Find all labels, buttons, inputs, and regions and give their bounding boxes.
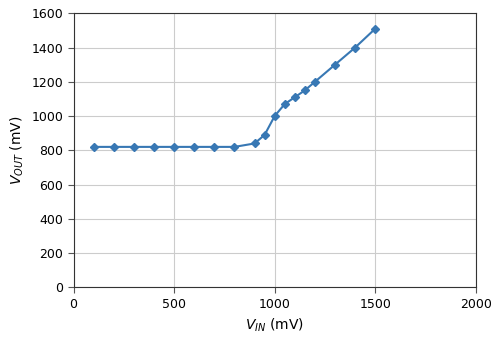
Y-axis label: $V_{OUT}$ (mV): $V_{OUT}$ (mV): [8, 116, 25, 185]
X-axis label: $V_{IN}$ (mV): $V_{IN}$ (mV): [245, 316, 304, 334]
